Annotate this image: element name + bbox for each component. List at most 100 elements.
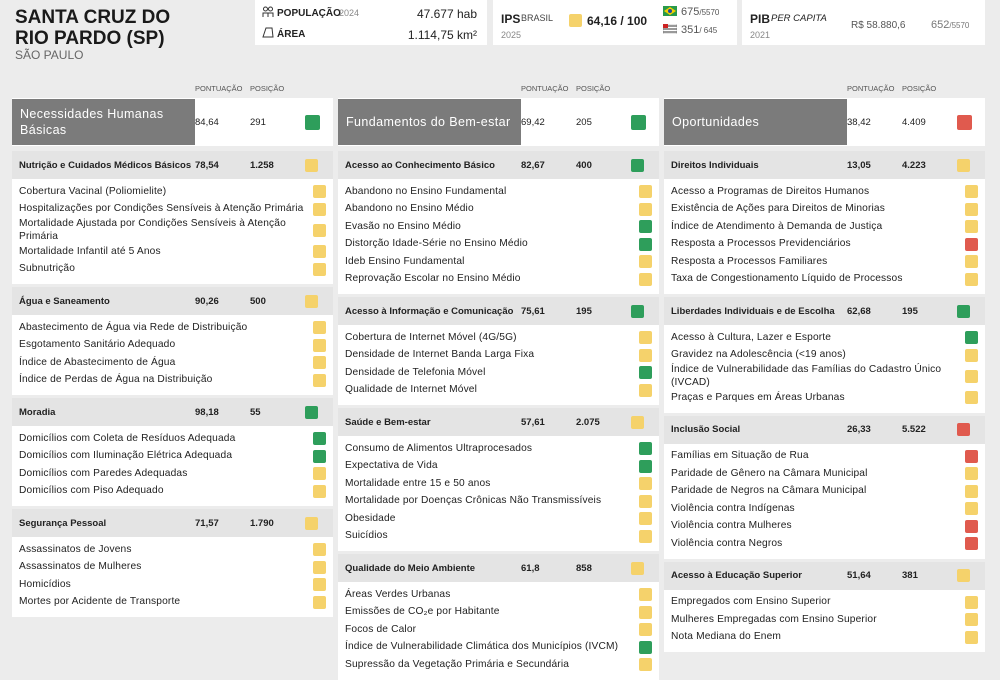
component-status [305,294,318,308]
indicator-name: Índice de Perdas de Água na Distribuição [19,374,213,385]
component-row: Liberdades Individuais e de Escolha 62,68… [664,297,985,325]
indicator-status [639,237,652,251]
component-row: Acesso à Informação e Comunicação 75,61 19… [338,297,659,325]
ips-score: 64,16 / 100 [587,14,648,28]
dimension-row: Fundamentos do Bem-estar 69,42 205 [338,98,659,146]
indicator-status [639,459,652,473]
stats-box: POPULAÇÃO 2024 47.677 hab ÁREA 1.114,75 … [255,0,487,45]
indicator-row: Índice de Vulnerabilidade Climática dos … [338,639,659,657]
indicator-row: Nota Mediana do Enem [664,629,985,647]
indicator-row: Homicídios [12,576,333,594]
indicator-name: Focos de Calor [345,623,417,635]
component-rank: 500 [250,295,266,307]
indicator-row: Paridade de Gênero na Câmara Municipal [664,465,985,483]
indicator-name: Obesidade [345,512,396,524]
indicator-name: Ideb Ensino Fundamental [345,255,465,267]
dimension-name: Necessidades Humanas Básicas [12,99,195,145]
ips-rank-state: 351/ 645 [681,24,717,36]
indicator-name: Mortalidade Infantil até 5 Anos [19,245,161,257]
component-name: Qualidade do Meio Ambiente [345,562,476,574]
page: SANTA CRUZ DO RIO PARDO (SP) SÃO PAULO PO… [12,0,985,680]
indicator-row: Gravidez na Adolescência (<19 anos) [664,347,985,365]
indicator-row: Qualidade de Internet Móvel [338,382,659,400]
dimension-rank: 291 [250,116,266,128]
indicator-status [313,202,326,216]
indicator-row: Suicídios [338,528,659,546]
indicator-row: Abastecimento de Água via Rede de Distri… [12,319,333,337]
indicator-status [965,519,978,533]
indicator-status [639,477,652,491]
pib-rank: 652/5570 [931,19,969,31]
indicator-row: Domicílios com Iluminação Elétrica Adequ… [12,448,333,466]
indicator-status [965,484,978,498]
indicator-status [313,595,326,609]
population-icon [262,6,274,17]
indicator-name: Cobertura de Internet Móvel (4G/5G) [345,331,517,343]
indicator-status [313,262,326,276]
indicator-row: Abandono no Ensino Fundamental [338,183,659,201]
indicator-status [639,255,652,269]
component-name: Inclusão Social [671,424,741,435]
component-name: Acesso à Informação e Comunicação [345,305,514,317]
indicator-name: Abandono no Ensino Médio [345,203,474,214]
component-score: 78,54 [195,159,219,171]
flag-brazil [663,6,677,16]
indicator-row: Violência contra Mulheres [664,518,985,536]
component-status [631,415,644,429]
component-score: 71,57 [195,517,219,529]
component-score: 13,05 [847,159,871,171]
indicator-row: Empregados com Ensino Superior [664,594,985,612]
indicator-name: Acesso a Programas de Direitos Humanos [671,185,870,197]
component-status [957,304,970,318]
indicator-status [965,255,978,269]
indicator-status [639,348,652,362]
indicator-name: Existência de Ações para Direitos de Min… [671,203,885,214]
indicator-status [639,623,652,637]
component-rank: 55 [250,406,261,418]
indicator-name: Densidade de Telefonia Móvel [345,366,486,378]
indicator-name: Índice de Abastecimento de Água [19,356,176,368]
indicator-status [965,502,978,516]
indicator-row: Violência contra Negros [664,535,985,553]
indicator-status [639,202,652,216]
indicator-status [313,484,326,498]
dimension-score: 38,42 [847,116,871,128]
indicator-row: Supressão da Vegetação Primária e Secund… [338,656,659,674]
indicator-status [965,348,978,362]
indicator-name: Nota Mediana do Enem [671,631,782,642]
indicator-status [313,449,326,463]
indicator-row: Ideb Ensino Fundamental [338,253,659,271]
population-value: 47.677 hab [416,7,477,21]
indicator-row: Mortalidade Infantil até 5 Anos [12,243,333,261]
indicator-name: Violência contra Mulheres [671,520,792,531]
component-score: 90,26 [195,295,219,307]
indicator-name: Abastecimento de Água via Rede de Distri… [19,321,248,333]
score-header: PONTUAÇÃO [195,83,243,93]
indicator-name: Mulheres Empregadas com Ensino Superior [671,613,877,625]
indicator-name: Mortes por Acidente de Transporte [19,596,181,607]
indicator-name: Mortalidade Ajustada por Condições Sensí… [19,218,286,242]
component-rank: 400 [576,159,592,171]
indicator-status [313,356,326,370]
indicator-status [639,529,652,543]
indicator-row: Focos de Calor [338,621,659,639]
component-row: Inclusão Social 26,33 5.522 [664,415,985,444]
component-status [631,304,644,318]
indicator-row: Mortalidade por Doenças Crônicas Não Tra… [338,493,659,511]
dimension-status [305,114,320,130]
indicator-status [639,640,652,654]
component-row: Direitos Individuais 13,05 4.223 [664,151,985,179]
component-row: Segurança Pessoal 71,57 1.790 [12,509,333,537]
indicator-name: Distorção Idade-Série no Ensino Médio [345,238,528,249]
dimension-rank: 4.409 [902,116,926,128]
pib-box: PIB PER CAPITA 2021 R$ 58.880,6 652/5570 [742,0,985,45]
indicator-list: Áreas Verdes Urbanas Emissões de CO₂e por… [338,582,659,680]
indicator-status [313,578,326,592]
indicator-status [965,272,978,286]
component-rank: 195 [902,305,918,317]
indicator-status [313,224,326,237]
indicator-row: Esgotamento Sanitário Adequado [12,337,333,355]
pib-year: 2021 [750,30,771,40]
component-row: Acesso ao Conhecimento Básico 82,67 400 [338,151,659,179]
rank-header: POSIÇÃO [902,83,937,93]
